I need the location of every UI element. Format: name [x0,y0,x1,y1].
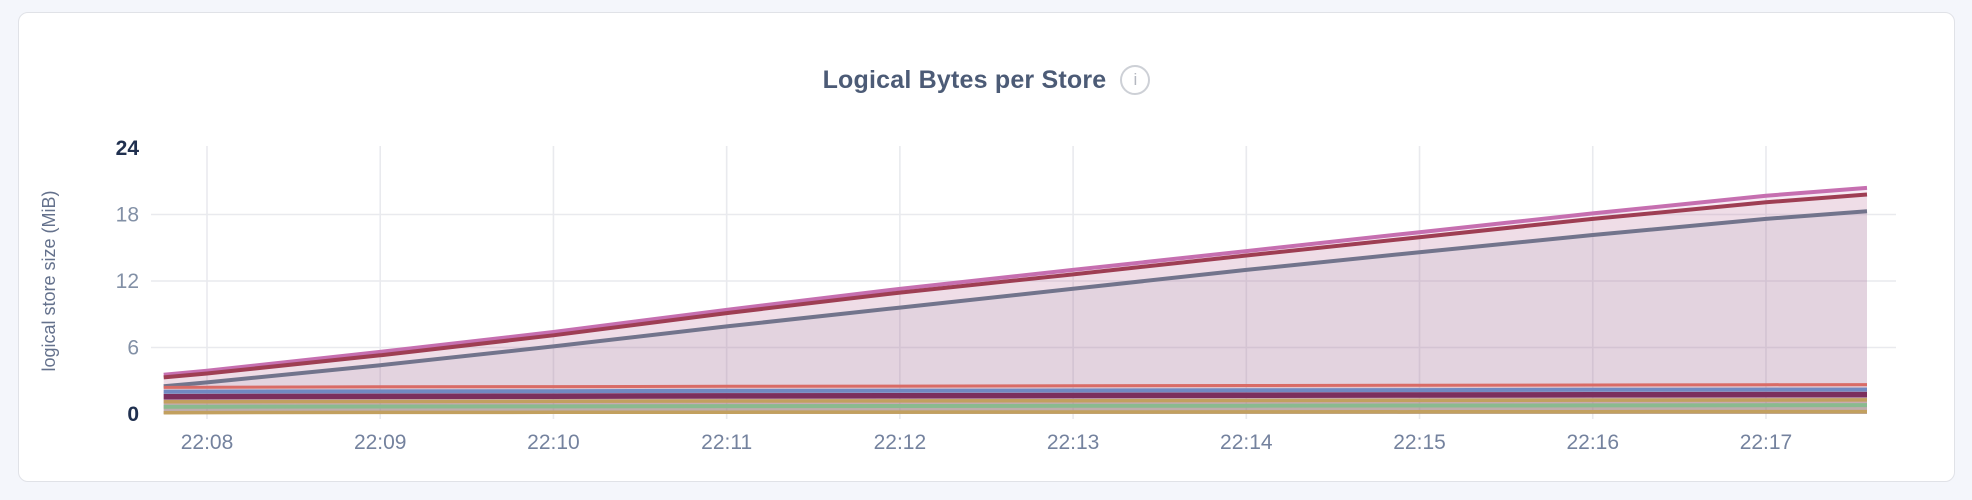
series-store-tan-low-line [163,409,1867,415]
series-store-maroon-line [163,391,1867,400]
series-store-pink-line [163,185,1868,377]
x-tick-label: 22:12 [874,431,927,454]
x-tick-label: 22:15 [1393,431,1446,454]
series-store-red-line [163,383,1868,389]
x-tick-label: 22:11 [701,431,752,454]
info-icon[interactable]: i [1120,65,1151,95]
series-store-blue-line [163,387,1867,394]
series-store-green-line [163,403,1868,409]
y-tick-label: 24 [116,137,140,160]
y-tick-label: 18 [116,204,139,227]
chart-header: Logical Bytes per Store i [19,63,1954,97]
series-store-slate-line [163,209,1868,389]
x-tick-label: 22:09 [354,431,407,454]
y-axis-label: logical store size (MiB) [39,190,59,371]
series-store-pink-fill [163,187,1868,414]
x-tick-label: 22:13 [1047,431,1100,454]
y-tick-label: 6 [127,337,139,360]
x-tick-label: 22:14 [1220,431,1273,454]
x-tick-label: 22:08 [181,431,234,454]
y-tick-label: 0 [127,403,139,426]
chart-plot-area[interactable]: 0 6 12 18 24 22:08 22:09 22:10 22:11 22:12 22:13 22… [19,13,1956,483]
x-tick-label: 22:17 [1740,431,1793,454]
series-store-tan-line [163,398,1868,404]
chart-title: Logical Bytes per Store [822,65,1107,94]
series-store-darkred-line [163,192,1868,380]
x-tick-label: 22:10 [527,431,580,454]
chart-card: 0 6 12 18 24 22:08 22:09 22:10 22:11 22:12 22:13 22… [18,12,1955,482]
series-store-slate-fill [163,211,1868,414]
x-tick-label: 22:16 [1566,431,1619,454]
y-tick-label: 12 [116,270,139,293]
